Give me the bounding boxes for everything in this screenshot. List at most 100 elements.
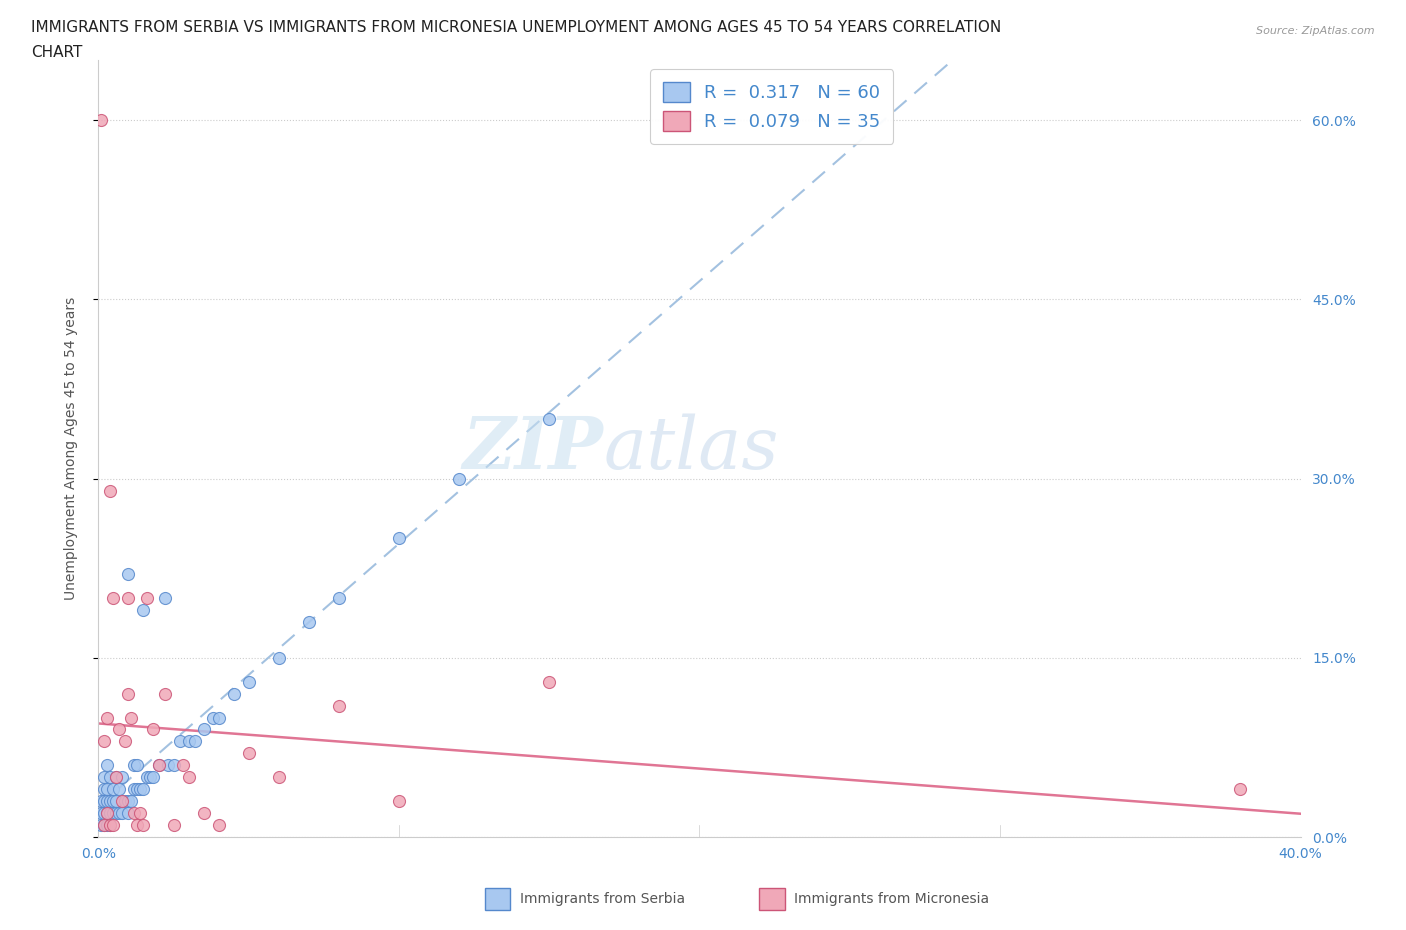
Point <box>105 770 128 785</box>
Point <box>127 758 149 773</box>
Point <box>114 793 136 808</box>
Point <box>103 817 125 832</box>
Point <box>93 817 115 832</box>
Point <box>111 805 134 820</box>
Point <box>93 734 115 749</box>
Point <box>100 805 122 820</box>
Point <box>117 793 139 808</box>
Point <box>148 758 170 773</box>
Point <box>100 483 122 498</box>
Point <box>177 734 200 749</box>
Point <box>108 782 131 797</box>
Point <box>298 615 321 630</box>
Point <box>201 711 224 725</box>
Point <box>208 711 231 725</box>
Point <box>100 817 122 832</box>
Point <box>96 711 118 725</box>
Point <box>96 758 118 773</box>
Point <box>93 805 115 820</box>
Point <box>127 817 149 832</box>
Point <box>100 770 122 785</box>
Point <box>100 817 122 832</box>
Point <box>153 591 176 605</box>
Point <box>447 472 470 486</box>
Point <box>129 782 152 797</box>
Point <box>96 817 118 832</box>
Point <box>90 805 112 820</box>
Point <box>121 793 143 808</box>
Point <box>388 793 411 808</box>
Point <box>153 686 176 701</box>
Point <box>135 770 157 785</box>
Point <box>114 734 136 749</box>
Point <box>138 770 160 785</box>
Point <box>103 793 125 808</box>
Point <box>96 805 118 820</box>
Point <box>267 650 290 665</box>
Point <box>141 722 163 737</box>
Text: Source: ZipAtlas.com: Source: ZipAtlas.com <box>1257 26 1375 36</box>
Point <box>183 734 205 749</box>
Point <box>193 722 215 737</box>
Point <box>162 817 184 832</box>
Point <box>328 591 350 605</box>
Point <box>105 805 128 820</box>
Point <box>96 805 118 820</box>
Text: atlas: atlas <box>603 414 779 484</box>
Y-axis label: Unemployment Among Ages 45 to 54 years: Unemployment Among Ages 45 to 54 years <box>63 297 77 601</box>
Point <box>117 566 139 581</box>
Point <box>388 531 411 546</box>
Point <box>100 793 122 808</box>
Point <box>328 698 350 713</box>
Point <box>127 782 149 797</box>
Point <box>208 817 231 832</box>
Point <box>124 805 146 820</box>
Point <box>93 817 115 832</box>
Point <box>132 782 155 797</box>
Point <box>124 782 146 797</box>
Point <box>148 758 170 773</box>
Point <box>111 770 134 785</box>
Point <box>103 591 125 605</box>
Text: Immigrants from Micronesia: Immigrants from Micronesia <box>794 892 990 907</box>
Point <box>90 817 112 832</box>
Point <box>105 793 128 808</box>
Text: CHART: CHART <box>31 45 83 60</box>
Point <box>90 113 112 127</box>
Point <box>156 758 179 773</box>
Point <box>108 722 131 737</box>
Text: Immigrants from Serbia: Immigrants from Serbia <box>520 892 685 907</box>
Point <box>117 591 139 605</box>
Point <box>103 782 125 797</box>
Point <box>172 758 194 773</box>
Legend: R =  0.317   N = 60, R =  0.079   N = 35: R = 0.317 N = 60, R = 0.079 N = 35 <box>650 70 893 143</box>
Point <box>1229 782 1251 797</box>
Point <box>135 591 157 605</box>
Point <box>132 603 155 618</box>
Point <box>193 805 215 820</box>
Point <box>108 805 131 820</box>
Text: IMMIGRANTS FROM SERBIA VS IMMIGRANTS FROM MICRONESIA UNEMPLOYMENT AMONG AGES 45 : IMMIGRANTS FROM SERBIA VS IMMIGRANTS FRO… <box>31 20 1001 35</box>
Point <box>177 770 200 785</box>
Point <box>222 686 245 701</box>
Point <box>93 770 115 785</box>
Point <box>538 411 561 426</box>
Point <box>124 758 146 773</box>
Point <box>96 782 118 797</box>
Point <box>238 674 260 689</box>
Point <box>111 793 134 808</box>
Point <box>238 746 260 761</box>
Point <box>121 711 143 725</box>
Point <box>103 805 125 820</box>
Point <box>141 770 163 785</box>
Point <box>267 770 290 785</box>
Point <box>96 793 118 808</box>
Point <box>93 782 115 797</box>
Point <box>105 770 128 785</box>
Point <box>162 758 184 773</box>
Point <box>90 793 112 808</box>
Point <box>538 674 561 689</box>
Point <box>93 793 115 808</box>
Text: ZIP: ZIP <box>463 413 603 485</box>
Point <box>169 734 191 749</box>
